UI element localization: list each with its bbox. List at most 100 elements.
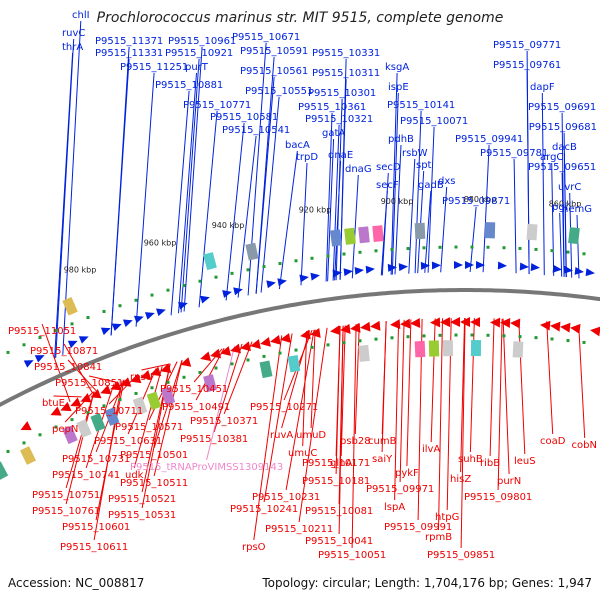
- gene-label[interactable]: P9515_10671: [232, 32, 300, 43]
- gene-label[interactable]: dacB: [552, 142, 577, 153]
- gene-label[interactable]: cobN: [572, 440, 597, 451]
- gene-label[interactable]: P9515_10331: [312, 48, 380, 59]
- gene-label[interactable]: saiY: [372, 454, 393, 465]
- gene-label[interactable]: P9515_10271: [250, 402, 318, 413]
- gene-label[interactable]: hemG: [562, 204, 592, 215]
- gene-label[interactable]: lspA: [384, 502, 405, 513]
- gene-label[interactable]: P9515_10041: [305, 536, 373, 547]
- gene-label[interactable]: P9515_11371: [95, 36, 163, 47]
- gene-label[interactable]: P9515_10551: [245, 86, 313, 97]
- gene-label[interactable]: P9515_10541: [222, 125, 290, 136]
- gene-label[interactable]: rpmB: [425, 532, 452, 543]
- gene-label[interactable]: P9515_10871: [30, 346, 98, 357]
- gene-label[interactable]: P9515_10141: [387, 100, 455, 111]
- gene-label[interactable]: P9515_10171: [302, 458, 370, 469]
- gene-label[interactable]: P9515_09971: [366, 484, 434, 495]
- gene-label[interactable]: P9515_10231: [252, 492, 320, 503]
- gene-label[interactable]: ruvA: [270, 430, 293, 441]
- gene-label[interactable]: gadB: [418, 180, 444, 191]
- gene-label[interactable]: P9515_10591: [240, 46, 308, 57]
- gene-label[interactable]: P9515_09781: [480, 148, 548, 159]
- gene-label[interactable]: P9515_10181: [302, 476, 370, 487]
- gene-label[interactable]: P9515_09771: [493, 40, 561, 51]
- gene-label[interactable]: dxs: [438, 176, 455, 187]
- gene-label[interactable]: coaD: [540, 436, 566, 447]
- gene-label[interactable]: P9515_09871: [442, 196, 510, 207]
- gene-label[interactable]: P9515_10531: [108, 510, 176, 521]
- gene-label[interactable]: dapF: [530, 82, 555, 93]
- gene-label[interactable]: umuC: [288, 448, 317, 459]
- gene-label[interactable]: P9515_10601: [62, 522, 130, 533]
- gene-label[interactable]: ribB: [480, 458, 500, 469]
- gene-label[interactable]: P9515_10771: [183, 100, 251, 111]
- gene-label[interactable]: P9515_10751: [32, 490, 100, 501]
- gene-label[interactable]: ispE: [388, 82, 409, 93]
- gene-label[interactable]: P9515_10761: [32, 506, 100, 517]
- gene-label[interactable]: P9515_10521: [108, 494, 176, 505]
- gene-label[interactable]: pepN: [52, 424, 78, 435]
- gene-label[interactable]: P9515_10311: [312, 68, 380, 79]
- gene-label[interactable]: P9515_10711: [75, 406, 143, 417]
- gene-label[interactable]: bacA: [285, 140, 310, 151]
- gene-label[interactable]: argC: [540, 152, 563, 163]
- gene-label[interactable]: P9515_10581: [210, 112, 278, 123]
- gene-label[interactable]: cumB: [368, 436, 397, 447]
- gene-label[interactable]: btuE: [42, 398, 65, 409]
- gene-label[interactable]: udk: [125, 470, 144, 481]
- gene-label[interactable]: trpD: [296, 152, 318, 163]
- gene-label[interactable]: P9515_10371: [190, 416, 258, 427]
- gene-label[interactable]: thrA: [62, 42, 83, 53]
- gene-label[interactable]: P9515_10451: [160, 384, 228, 395]
- gene-label[interactable]: spt: [416, 160, 432, 171]
- gene-label[interactable]: chlI: [72, 10, 90, 21]
- gene-label[interactable]: P9515_10241: [230, 504, 298, 515]
- gene-label[interactable]: leuS: [514, 456, 536, 467]
- gene-label[interactable]: P9515_10071: [400, 116, 468, 127]
- gene-label[interactable]: P9515_11331: [95, 48, 163, 59]
- gene-label[interactable]: rsbW: [402, 148, 428, 159]
- gene-label[interactable]: P9515_10571: [115, 422, 183, 433]
- gene-label[interactable]: umuD: [296, 430, 326, 441]
- gene-label[interactable]: gatA: [322, 128, 345, 139]
- gene-label[interactable]: P9515_tRNAProVIMSS1309143: [130, 462, 283, 473]
- gene-label[interactable]: P9515_10381: [180, 434, 248, 445]
- gene-label[interactable]: psb28: [340, 436, 371, 447]
- gene-label[interactable]: P9515_10301: [308, 88, 376, 99]
- gene-label[interactable]: P9515_10921: [165, 48, 233, 59]
- gene-label[interactable]: pykF: [395, 468, 419, 479]
- gene-label[interactable]: P9515_10841: [34, 362, 102, 373]
- gene-label[interactable]: P9515_10741: [52, 470, 120, 481]
- gene-label[interactable]: ruvC: [62, 28, 85, 39]
- gene-label[interactable]: dnaE: [328, 150, 353, 161]
- gene-label[interactable]: P9515_09761: [493, 60, 561, 71]
- gene-label[interactable]: P9515_10211: [265, 524, 333, 535]
- gene-label[interactable]: rpsO: [242, 542, 266, 553]
- gene-label[interactable]: P9515_10881: [155, 80, 223, 91]
- gene-label[interactable]: P9515_10081: [305, 506, 373, 517]
- gene-label[interactable]: purT: [185, 62, 209, 73]
- gene-label[interactable]: P9515_10051: [318, 550, 386, 561]
- gene-label[interactable]: ilvA: [422, 444, 440, 455]
- gene-label[interactable]: P9515_09941: [455, 134, 523, 145]
- gene-label[interactable]: P9515_10731: [62, 454, 130, 465]
- gene-label[interactable]: P9515_10501: [120, 450, 188, 461]
- gene-label[interactable]: pgi: [552, 202, 567, 213]
- gene-label[interactable]: P9515_10611: [60, 542, 128, 553]
- gene-label[interactable]: P9515_09681: [529, 122, 597, 133]
- gene-label[interactable]: P9515_09691: [528, 102, 596, 113]
- gene-label[interactable]: secD: [376, 162, 401, 173]
- gene-label[interactable]: P9515_10631: [94, 436, 162, 447]
- gene-label[interactable]: dnaG: [345, 164, 372, 175]
- gene-label[interactable]: uvrC: [558, 182, 581, 193]
- gene-label[interactable]: P9515_10561: [240, 66, 308, 77]
- gene-label[interactable]: hisZ: [450, 474, 471, 485]
- gene-label[interactable]: ksgA: [385, 62, 409, 73]
- gene-label[interactable]: suhB: [458, 454, 483, 465]
- gene-label[interactable]: secF: [376, 180, 399, 191]
- gene-label[interactable]: P9515_09851: [427, 550, 495, 561]
- gene-label[interactable]: P9515_09991: [384, 522, 452, 533]
- gene-label[interactable]: P9515_10961: [168, 36, 236, 47]
- gene-label[interactable]: purN: [497, 476, 521, 487]
- gene-label[interactable]: P9515_10361: [298, 102, 366, 113]
- gene-label[interactable]: P9515_11251: [120, 62, 188, 73]
